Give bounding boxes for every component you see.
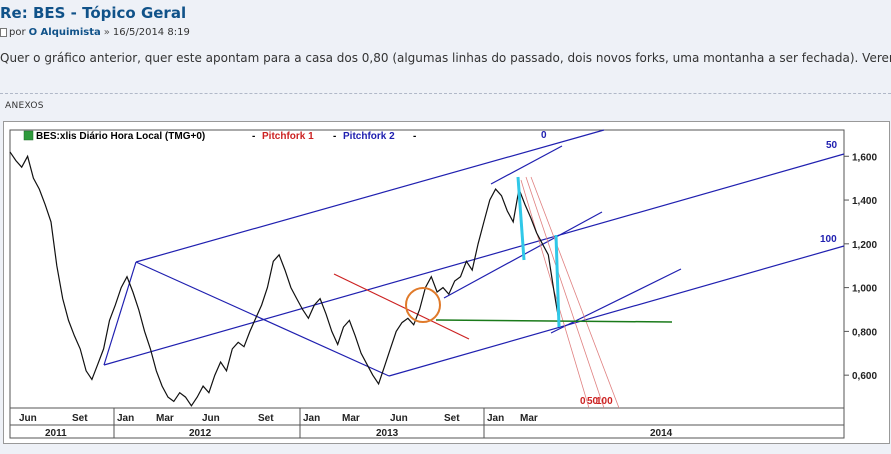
x-month-label: Jun [202,413,220,424]
y-tick-label: 0,800 [852,327,877,338]
post-title[interactable]: Re: BES - Tópico Geral [0,4,187,22]
y-tick-label: 0,600 [852,371,877,382]
pitchfork-2-upper-tine [135,129,605,263]
x-axis-months: Jun Set Jan Mar Jun Set Jan Mar Jun Set Jan Mar [19,413,538,424]
fan-label-0: 0 [580,396,586,407]
legend-pitchfork-1: Pitchfork 1 [262,131,314,142]
legend-dash-1: - [252,131,255,142]
pitchfork-1-line [333,273,470,340]
chart-header-icon [23,130,34,141]
x-axis-years: 2011 2012 2013 2014 [45,408,673,439]
price-line [9,151,561,407]
fan-label-50: 50 [587,396,599,407]
x-month-label: Jan [303,413,320,424]
support-line [435,319,673,323]
post-document-icon [0,28,7,37]
fork-label-50: 50 [826,140,838,151]
highlight-circle [405,287,441,323]
x-month-label: Set [72,413,88,424]
x-axis-band [9,407,845,439]
fork-label-100: 100 [820,234,837,245]
fan-line-3 [530,176,620,409]
y-tick-label: 1,200 [852,240,877,251]
target-arrow-1 [516,176,526,261]
legend-dash-2: - [333,131,336,142]
post-separator: » [103,27,110,38]
chart-svg: 1,600 1,400 1,200 1,000 0,800 0,600 Jun Set Jan… [9,129,877,439]
attachments-label: ANEXOS [5,101,44,111]
legend-dash-3: - [413,131,416,142]
fork-label-0: 0 [541,130,547,141]
x-year-label: 2011 [45,428,67,439]
x-month-label: Jan [487,413,504,424]
attachments-divider [0,93,891,94]
x-year-label: 2014 [650,428,673,439]
chart-attachment-image[interactable]: 1,600 1,400 1,200 1,000 0,800 0,600 Jun Set Jan… [3,121,890,444]
fan-line-2 [525,176,605,409]
pitchfork-small-upper [490,145,563,185]
y-tick-label: 1,400 [852,196,877,207]
pitchfork-2-handle-right [135,261,390,377]
x-month-label: Set [258,413,274,424]
fan-label-100: 100 [596,396,613,407]
target-arrows [516,176,561,328]
target-arrow-2 [554,234,561,328]
y-axis-ticks: 1,600 1,400 1,200 1,000 0,800 0,600 [844,152,877,382]
post-date: 16/5/2014 8:19 [112,27,190,38]
post-author-link[interactable]: O Alquimista [28,27,101,38]
x-month-label: Jun [390,413,408,424]
x-month-label: Jun [19,413,37,424]
plot-area [9,129,845,409]
x-month-label: Mar [520,413,538,424]
post-by-label: por [9,27,26,38]
post-meta: por O Alquimista » 16/5/2014 8:19 [0,27,190,38]
pitchfork-small-lower [550,268,682,334]
pitchfork-2-handle-left [103,261,137,366]
x-year-label: 2013 [376,428,399,439]
x-month-label: Set [444,413,460,424]
y-tick-label: 1,600 [852,152,877,163]
pitchfork-1 [333,176,620,409]
x-year-label: 2012 [189,428,212,439]
legend-pitchfork-2: Pitchfork 2 [343,131,395,142]
x-month-label: Mar [342,413,360,424]
x-month-label: Jan [117,413,134,424]
x-month-label: Mar [156,413,174,424]
chart-title: BES:xlis Diário Hora Local (TMG+0) [36,131,205,142]
pitchfork-2-lower-tine [388,245,845,377]
post-body: Quer o gráfico anterior, quer este apont… [0,51,891,65]
y-tick-label: 1,000 [852,284,877,295]
